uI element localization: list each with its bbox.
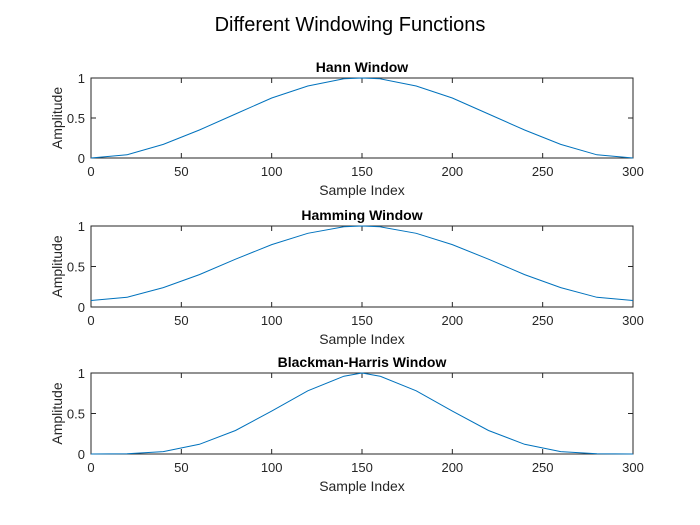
x-tick-label: 100 xyxy=(261,313,283,328)
y-axis-label: Amplitude xyxy=(49,87,65,149)
subplot-1: 0 50 100 150 200 250 300 0 0.5 1 Hann Window Sample… xyxy=(49,59,644,198)
x-tick-label: 0 xyxy=(87,164,94,179)
y-axis-label: Amplitude xyxy=(49,235,65,297)
y-tick-label: 0 xyxy=(78,447,85,462)
x-tick-label: 50 xyxy=(174,313,188,328)
y-tick-label: 0.5 xyxy=(67,111,85,126)
subplot-title: Hamming Window xyxy=(301,207,422,223)
x-tick-label: 100 xyxy=(261,460,283,475)
y-tick-label: 1 xyxy=(78,71,85,86)
y-tick-label: 1 xyxy=(78,219,85,234)
y-tick-label: 0 xyxy=(78,151,85,166)
x-tick-label: 0 xyxy=(87,460,94,475)
subplot-title: Blackman-Harris Window xyxy=(278,354,447,370)
y-tick-label: 0 xyxy=(78,300,85,315)
x-tick-label: 50 xyxy=(174,460,188,475)
y-tick-label: 0.5 xyxy=(67,407,85,422)
series-line xyxy=(90,372,634,455)
y-axis-label: Amplitude xyxy=(49,382,65,444)
x-tick-label: 100 xyxy=(261,164,283,179)
x-tick-label: 250 xyxy=(532,460,554,475)
x-tick-label: 300 xyxy=(622,460,644,475)
y-tick-label: 1 xyxy=(78,366,85,381)
figure-title: Different Windowing Functions xyxy=(215,14,486,36)
axes-frame xyxy=(90,225,634,308)
subplot-3: 0 50 100 150 200 250 300 0 0.5 1 Blackman-Harris W… xyxy=(49,354,644,494)
x-tick-label: 200 xyxy=(441,460,463,475)
subplot-title: Hann Window xyxy=(316,59,409,75)
y-tick-label: 0.5 xyxy=(67,260,85,275)
axes-frame xyxy=(90,372,634,455)
x-tick-label: 150 xyxy=(351,313,373,328)
x-tick-label: 150 xyxy=(351,460,373,475)
x-axis-label: Sample Index xyxy=(319,331,405,347)
x-tick-label: 200 xyxy=(441,164,463,179)
x-tick-label: 50 xyxy=(174,164,188,179)
axes-frame xyxy=(90,77,634,159)
series-line xyxy=(90,77,634,159)
x-tick-label: 250 xyxy=(532,164,554,179)
x-tick-label: 200 xyxy=(441,313,463,328)
subplot-2: 0 50 100 150 200 250 300 0 0.5 1 Hamming Window Sam… xyxy=(49,207,644,347)
series-line xyxy=(90,225,634,301)
x-tick-label: 300 xyxy=(622,164,644,179)
x-tick-label: 0 xyxy=(87,313,94,328)
x-tick-label: 300 xyxy=(622,313,644,328)
x-tick-label: 150 xyxy=(351,164,373,179)
x-axis-label: Sample Index xyxy=(319,182,405,198)
x-tick-label: 250 xyxy=(532,313,554,328)
x-axis-label: Sample Index xyxy=(319,478,405,494)
